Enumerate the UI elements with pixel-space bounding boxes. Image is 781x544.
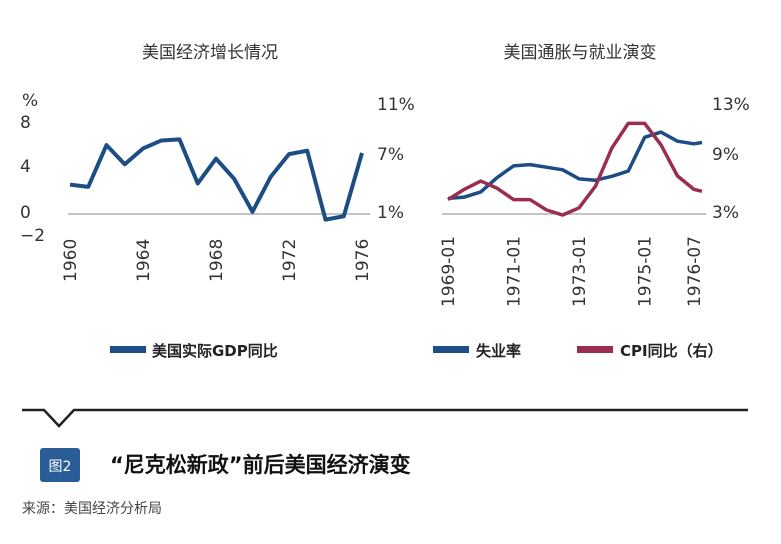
legend-swatch-unemployment [433, 346, 469, 353]
right-x-tick-label: 1969-01 [439, 236, 459, 307]
legend: 美国实际GDP同比 失业率 CPI同比（右） [110, 342, 723, 360]
left-y-tick-label: −2 [20, 226, 45, 246]
left-x-tick-label: 1976 [353, 239, 373, 282]
right-x-tick-label: 1975-01 [636, 236, 656, 307]
left-x-tick-label: 1968 [207, 239, 227, 282]
right-x-tick-label: 1973-01 [570, 236, 590, 307]
left-chart-right-tick-label: 7% [377, 145, 404, 165]
right-y-tick-label: 13% [712, 95, 750, 115]
legend-label-cpi: CPI同比（右） [620, 342, 723, 360]
source-note: 来源：美国经济分析局 [22, 501, 162, 517]
left-y-tick-label: 4 [20, 157, 31, 177]
left-chart-title: 美国经济增长情况 [142, 43, 278, 63]
left-x-tick-label: 1964 [134, 239, 154, 282]
figure-badge [40, 448, 80, 482]
legend-label-unemployment: 失业率 [476, 342, 521, 360]
left-x-tick-label: 1972 [280, 239, 300, 282]
right-x-tick-label: 1976-07 [685, 236, 705, 307]
figure-caption: “尼克松新政”前后美国经济演变 [110, 453, 411, 477]
left-x-tick-label: 1960 [61, 239, 81, 282]
left-y-tick-label: 8 [20, 113, 31, 133]
left-axis-unit: % [22, 91, 38, 111]
right-chart: 美国通胀与就业演变 13% 9% 3% 1969-01 1971-01 1973-0… [439, 43, 750, 307]
left-chart-right-tick-label: 11% [377, 95, 415, 115]
right-y-tick-label: 9% [712, 145, 739, 165]
left-x-ticks: 1960 1964 1968 1972 1976 [61, 239, 373, 282]
left-y-tick-label: 0 [20, 203, 31, 223]
right-x-ticks: 1969-01 1971-01 1973-01 1975-01 1976-07 [439, 236, 705, 307]
unemployment-series-line [447, 130, 703, 201]
divider-line [22, 408, 748, 428]
legend-swatch-gdp [110, 346, 146, 353]
left-chart-right-tick-label: 1% [377, 203, 404, 223]
figure-badge-label: 图2 [49, 459, 72, 475]
right-y-tick-label: 3% [712, 203, 739, 223]
left-chart: 美国经济增长情况 % 8 4 0 −2 11% 7% 1% 1960 1964 19… [20, 43, 415, 282]
right-x-tick-label: 1971-01 [505, 236, 525, 307]
right-chart-title: 美国通胀与就业演变 [504, 43, 657, 63]
cpi-series-line [447, 121, 703, 217]
legend-label-gdp: 美国实际GDP同比 [152, 342, 278, 360]
gdp-series-line [69, 137, 364, 222]
legend-swatch-cpi [577, 346, 613, 353]
